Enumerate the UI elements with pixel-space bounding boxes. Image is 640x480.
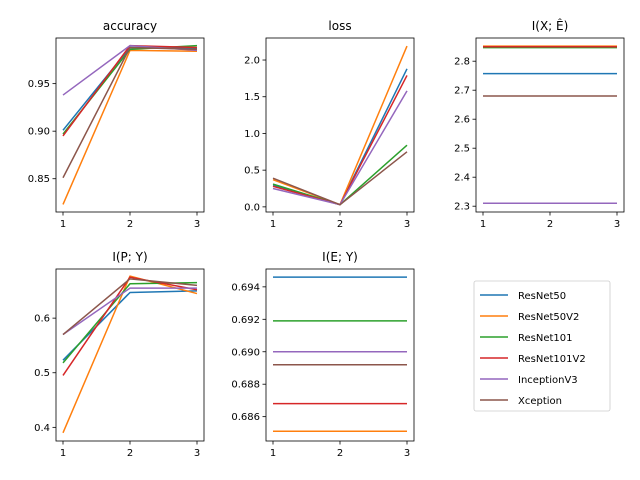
y-tick-label: 0.5 <box>244 166 260 177</box>
subplot-title: loss <box>328 19 351 33</box>
series-line-xception <box>62 278 198 336</box>
x-tick-label: 2 <box>127 219 133 230</box>
y-tick-label: 0.85 <box>28 174 50 185</box>
y-tick-label: 2.4 <box>454 173 470 184</box>
y-tick-label: 0.688 <box>231 380 260 391</box>
subplot-3: I(X; Ê) 1 2 3 2.3 2.4 2.5 2.6 2.7 2.8 <box>454 18 625 230</box>
subplot-title: I(X; Ê) <box>532 18 569 33</box>
series-line-resnet50 <box>62 46 198 131</box>
y-tick-label: 2.3 <box>454 202 470 213</box>
x-tick-label: 1 <box>270 448 276 459</box>
x-tick-label: 3 <box>194 219 200 230</box>
legend-label: ResNet101V2 <box>518 354 586 365</box>
y-tick-label: 0.5 <box>34 368 50 379</box>
series-line-resnet50 <box>272 68 408 206</box>
series-line-inceptionv3 <box>62 44 198 96</box>
y-tick-label: 2.5 <box>454 144 470 155</box>
subplot-2: loss 1 2 3 0.0 0.5 1.0 1.5 2.0 <box>244 19 415 230</box>
y-tick-label: 0.0 <box>244 202 260 213</box>
x-tick-label: 2 <box>547 219 553 230</box>
axes-frame <box>55 268 205 442</box>
y-tick-label: 2.0 <box>244 56 260 67</box>
legend-label: ResNet50V2 <box>518 312 579 323</box>
x-tick-label: 2 <box>127 448 133 459</box>
y-tick-label: 0.6 <box>34 314 50 325</box>
series-line-resnet101v2 <box>62 44 198 137</box>
subplot-title: I(P; Y) <box>112 250 147 264</box>
series-line-resnet101v2 <box>62 276 198 376</box>
y-tick-label: 0.95 <box>28 79 50 90</box>
subplot-1: accuracy 1 2 3 0.85 0.90 0.95 <box>28 19 205 230</box>
x-tick-label: 1 <box>60 448 66 459</box>
legend-label: ResNet101 <box>518 333 573 344</box>
subplot-title: accuracy <box>103 19 157 33</box>
subplot-5: I(E; Y) 1 2 3 0.686 0.688 0.690 0.692 0.694 <box>231 250 415 459</box>
series-line-xception <box>272 151 408 206</box>
x-tick-label: 1 <box>270 219 276 230</box>
y-tick-label: 2.7 <box>454 86 470 97</box>
subplot-4: I(P; Y) 1 2 3 0.4 0.5 0.6 <box>34 250 205 459</box>
y-tick-label: 2.8 <box>454 57 470 68</box>
axes-frame <box>475 37 625 213</box>
legend: ResNet50 ResNet50V2 ResNet101 ResNet101V2 In… <box>473 280 611 412</box>
x-tick-label: 3 <box>404 448 410 459</box>
series-line-resnet101 <box>272 144 408 206</box>
y-tick-label: 0.90 <box>28 127 50 138</box>
y-tick-label: 1.0 <box>244 129 260 140</box>
x-tick-label: 1 <box>480 219 486 230</box>
series-line-resnet101 <box>62 44 198 135</box>
series-line-inceptionv3 <box>62 287 197 336</box>
y-tick-label: 0.686 <box>231 412 260 423</box>
axes-frame <box>55 37 205 213</box>
x-tick-label: 3 <box>614 219 620 230</box>
y-tick-label: 0.690 <box>231 347 260 358</box>
series-line-resnet50v2 <box>62 275 198 434</box>
y-tick-label: 1.5 <box>244 92 260 103</box>
x-tick-label: 1 <box>60 219 66 230</box>
x-tick-label: 2 <box>337 219 343 230</box>
series-line-resnet50v2 <box>62 49 198 205</box>
x-tick-label: 3 <box>404 219 410 230</box>
legend-label: InceptionV3 <box>518 375 578 386</box>
x-tick-label: 3 <box>194 448 200 459</box>
series-line-xception <box>62 46 198 179</box>
x-tick-label: 2 <box>337 448 343 459</box>
y-tick-label: 0.4 <box>34 423 50 434</box>
axes-frame <box>265 268 415 442</box>
subplot-title: I(E; Y) <box>322 250 358 264</box>
y-tick-label: 2.6 <box>454 115 470 126</box>
y-tick-label: 0.694 <box>231 282 260 293</box>
y-tick-label: 0.692 <box>231 315 260 326</box>
legend-label: Xception <box>518 396 562 407</box>
series-line-resnet101 <box>62 281 198 364</box>
series-line-resnet50 <box>62 290 198 361</box>
legend-label: ResNet50 <box>518 291 566 302</box>
